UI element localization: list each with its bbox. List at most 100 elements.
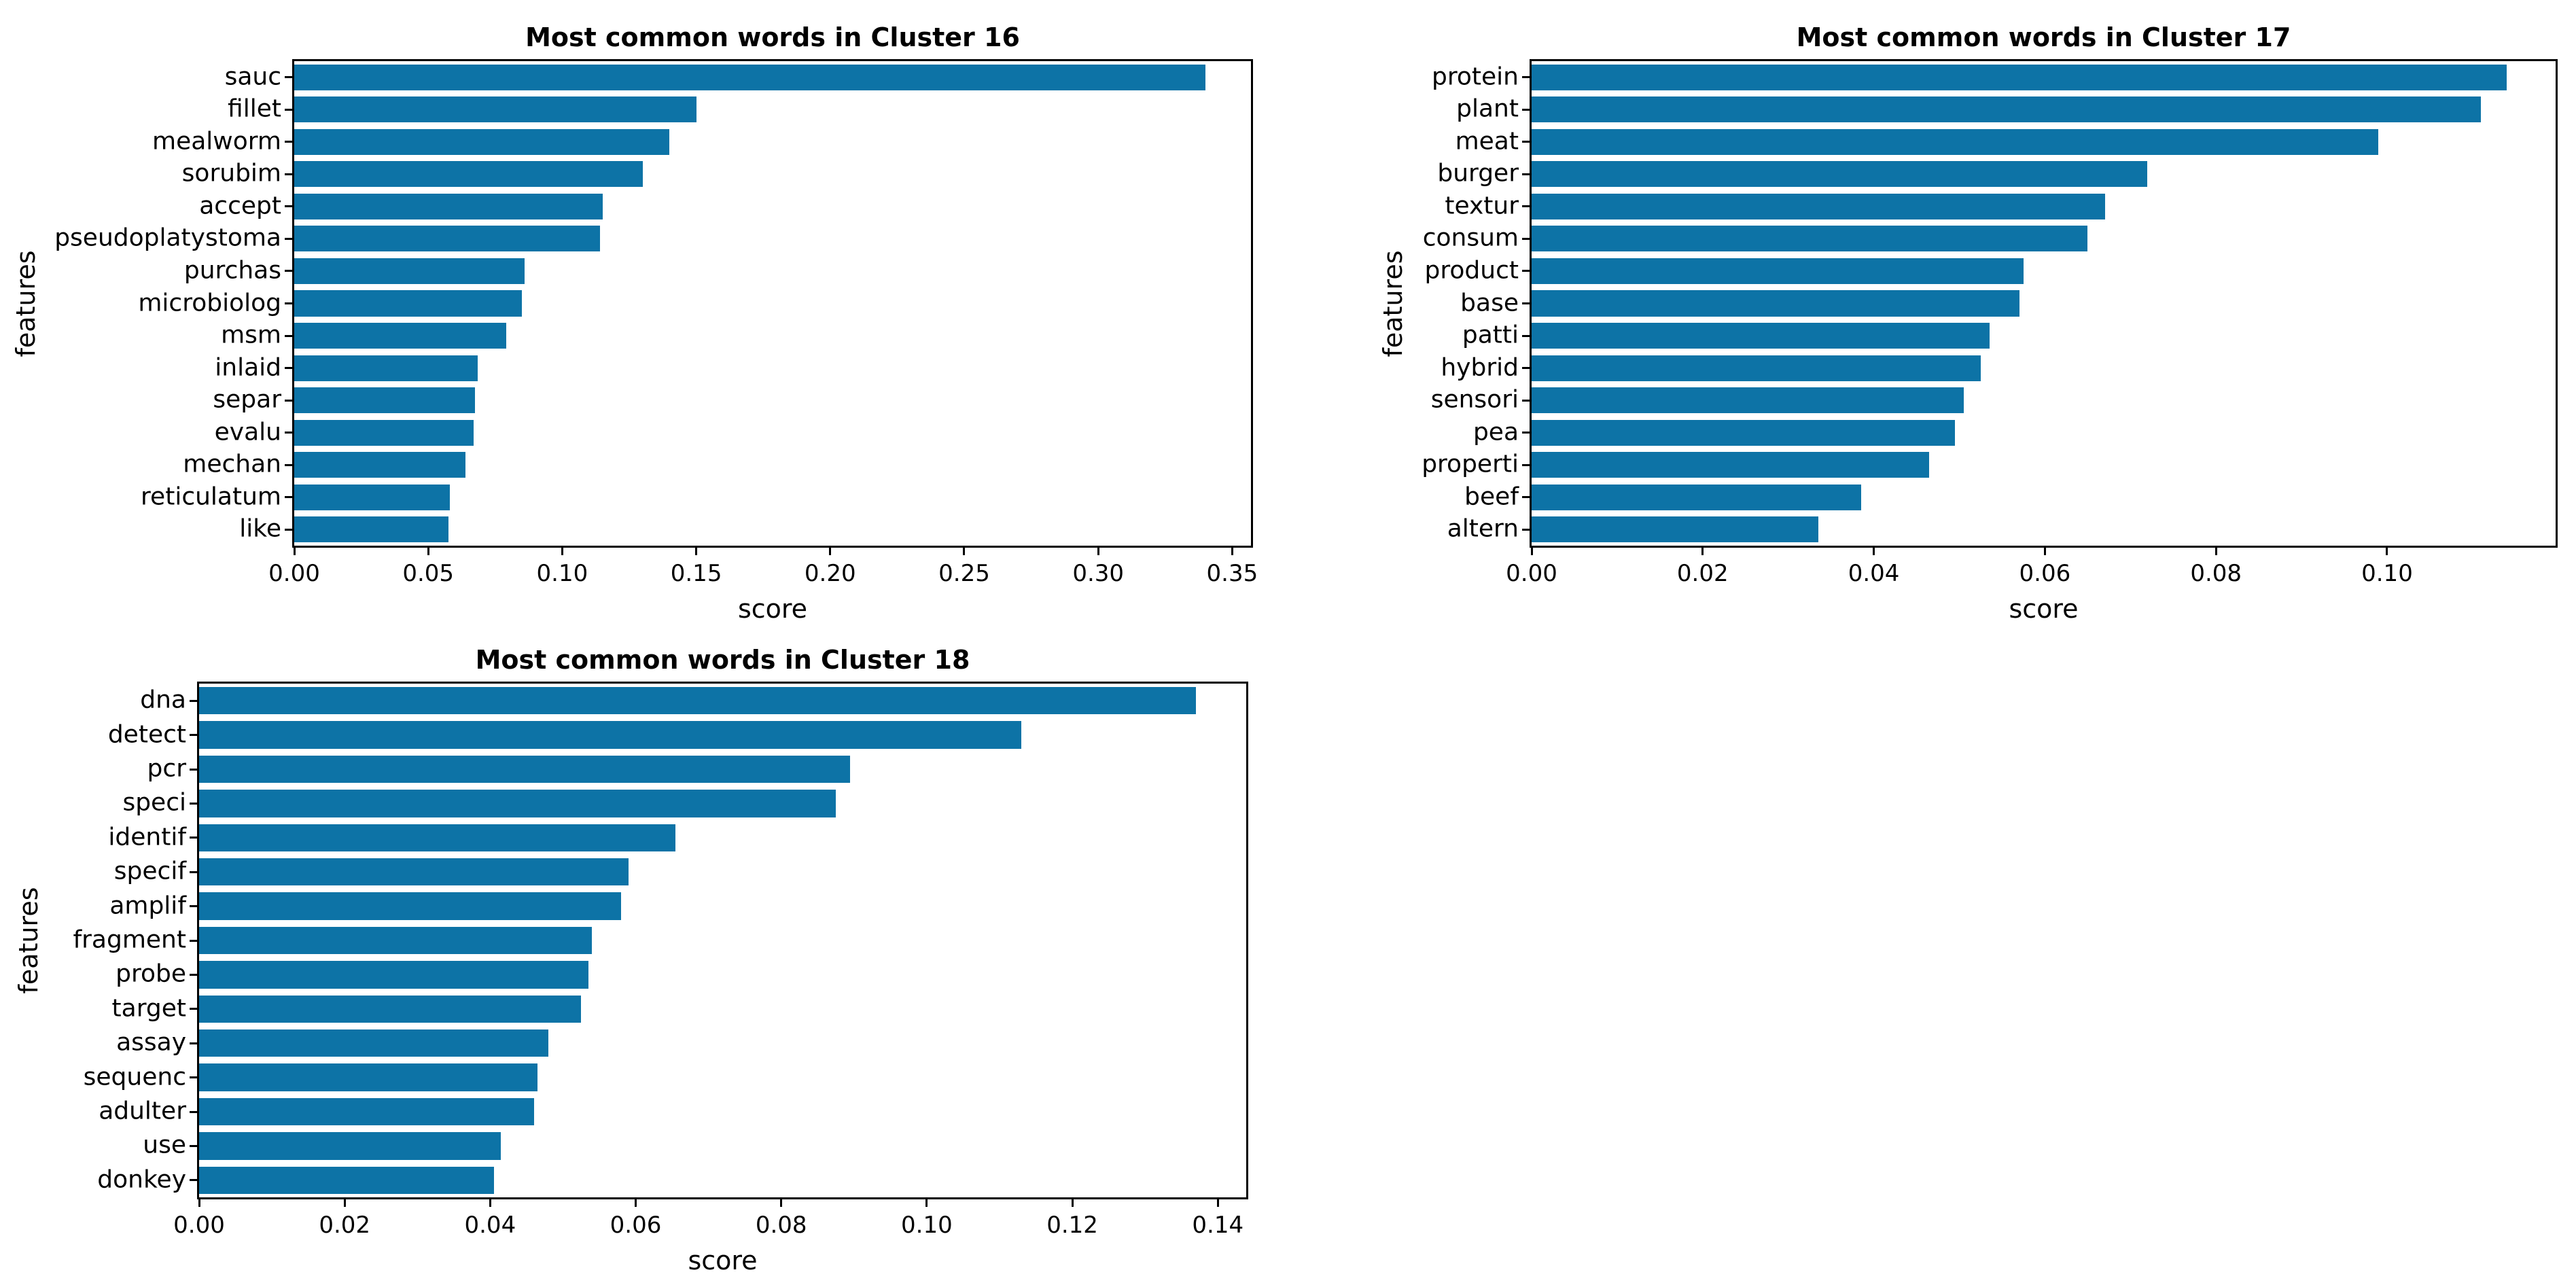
bar-fragment: [199, 926, 593, 955]
bar-msm: [294, 323, 506, 349]
bar-accept: [294, 193, 603, 219]
bar-identif: [199, 824, 676, 851]
x-tick-label: 0.14: [1192, 1212, 1244, 1239]
bar-sensori: [1532, 387, 1964, 414]
y-axis-label: features: [14, 887, 43, 994]
x-tick-label: 0.08: [755, 1212, 807, 1239]
bar-sequenc: [199, 1063, 537, 1091]
plot-area: [197, 682, 1248, 1199]
y-tick-mark: [1522, 367, 1530, 370]
bar-properti: [1532, 452, 1930, 478]
y-tick-label: product: [1424, 256, 1519, 285]
x-axis-label: score: [2009, 594, 2079, 624]
y-tick-label: altern: [1447, 514, 1519, 543]
x-tick-mark: [2215, 548, 2217, 555]
x-tick-mark: [1097, 548, 1099, 555]
bar-protein: [1532, 64, 2507, 90]
x-tick-label: 0.10: [2361, 560, 2413, 587]
y-tick-label: meat: [1455, 127, 1519, 156]
y-tick-label: assay: [116, 1028, 186, 1057]
y-tick-mark: [285, 334, 292, 337]
y-tick-mark: [1522, 237, 1530, 240]
y-tick-mark: [285, 302, 292, 304]
y-tick-mark: [1522, 173, 1530, 175]
y-tick-mark: [285, 432, 292, 434]
bar-specif: [199, 858, 629, 886]
y-tick-mark: [1522, 463, 1530, 466]
x-tick-mark: [925, 1199, 928, 1207]
y-tick-label: speci: [122, 789, 186, 817]
bar-altern: [1532, 516, 1818, 543]
y-tick-mark: [1522, 528, 1530, 531]
y-tick-mark: [190, 768, 197, 771]
plot-area: [1530, 59, 2558, 548]
y-tick-mark: [285, 463, 292, 466]
x-tick-label: 0.04: [464, 1212, 516, 1239]
x-tick-mark: [2386, 548, 2388, 555]
y-tick-label: reticulatum: [141, 482, 281, 511]
y-tick-label: identif: [108, 823, 186, 851]
y-tick-label: donkey: [97, 1165, 186, 1194]
y-tick-label: pea: [1472, 418, 1519, 446]
y-tick-mark: [1522, 432, 1530, 434]
x-tick-mark: [1873, 548, 1875, 555]
bar-speci: [199, 790, 836, 817]
bar-burger: [1532, 161, 2148, 188]
chart-title: Most common words in Cluster 18: [475, 645, 970, 675]
x-tick-mark: [343, 1199, 346, 1207]
y-tick-mark: [285, 528, 292, 531]
y-tick-mark: [190, 1076, 197, 1079]
x-tick-label: 0.06: [610, 1212, 662, 1239]
bar-microbiolog: [294, 290, 523, 317]
y-tick-mark: [285, 399, 292, 402]
y-tick-label: mealworm: [152, 127, 281, 156]
x-tick-label: 0.00: [173, 1212, 225, 1239]
bar-amplif: [199, 892, 622, 920]
y-tick-mark: [1522, 270, 1530, 272]
x-tick-mark: [829, 548, 832, 555]
y-tick-mark: [190, 1110, 197, 1113]
x-tick-mark: [293, 548, 296, 555]
bar-mealworm: [294, 128, 670, 155]
x-tick-mark: [695, 548, 698, 555]
y-tick-label: mechan: [183, 450, 281, 478]
bar-meat: [1532, 128, 2379, 155]
y-tick-label: specif: [113, 857, 186, 885]
y-tick-mark: [190, 1042, 197, 1044]
plot-area: [292, 59, 1253, 548]
y-tick-mark: [285, 76, 292, 79]
y-tick-label: msm: [221, 321, 281, 349]
bar-like: [294, 516, 448, 543]
y-tick-label: sauc: [224, 63, 281, 91]
x-tick-label: 0.12: [1046, 1212, 1098, 1239]
y-tick-mark: [1522, 302, 1530, 304]
chart-title: Most common words in Cluster 16: [525, 22, 1020, 52]
y-tick-label: pcr: [147, 754, 186, 783]
x-tick-label: 0.06: [2019, 560, 2071, 587]
bar-assay: [199, 1029, 549, 1057]
y-tick-mark: [1522, 76, 1530, 79]
y-tick-label: fragment: [73, 926, 186, 954]
bar-evalu: [294, 419, 474, 446]
bar-textur: [1532, 193, 2105, 219]
y-tick-label: amplif: [109, 892, 186, 920]
y-tick-label: use: [143, 1131, 186, 1160]
y-tick-label: target: [111, 994, 186, 1023]
y-tick-label: properti: [1422, 450, 1519, 478]
bar-inlaid: [294, 355, 478, 381]
y-tick-mark: [285, 237, 292, 240]
bar-product: [1532, 258, 2024, 284]
x-tick-mark: [489, 1199, 491, 1207]
y-tick-mark: [190, 1008, 197, 1010]
y-tick-label: purchas: [183, 256, 281, 285]
y-tick-mark: [285, 205, 292, 208]
x-tick-label: 0.02: [1676, 560, 1729, 587]
x-tick-label: 0.04: [1848, 560, 1900, 587]
y-tick-mark: [190, 1144, 197, 1147]
y-tick-label: detect: [107, 720, 186, 749]
x-tick-mark: [635, 1199, 637, 1207]
y-tick-label: probe: [116, 960, 186, 989]
y-tick-label: fillet: [228, 94, 281, 123]
